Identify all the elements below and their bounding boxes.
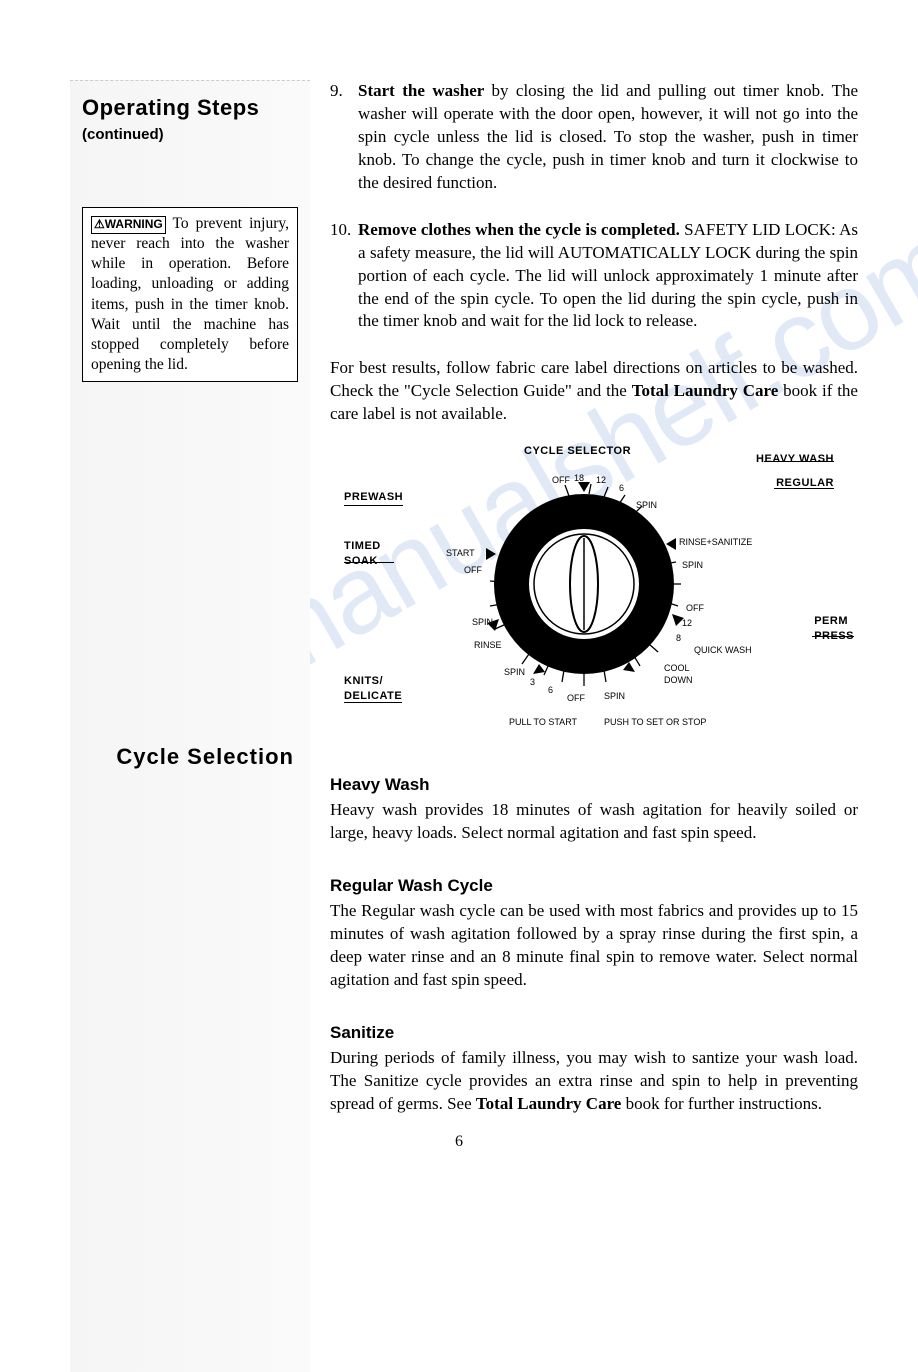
section-heading-heavy: Heavy Wash xyxy=(330,774,858,797)
step-number: 9. xyxy=(330,80,358,195)
dial-spin: SPIN xyxy=(504,666,525,678)
step-number: 10. xyxy=(330,219,358,334)
dial-3: 3 xyxy=(530,676,535,688)
dial-18: 18 xyxy=(574,472,584,484)
dial-6: 6 xyxy=(619,482,624,494)
dial-underline xyxy=(812,636,854,637)
step-9: 9. Start the washer by closing the lid a… xyxy=(330,80,858,195)
dial-12: 12 xyxy=(596,474,606,486)
dial-spin: SPIN xyxy=(472,616,493,628)
section-heading-sanitize: Sanitize xyxy=(330,1022,858,1045)
dial-quick-wash: QUICK WASH xyxy=(694,644,752,656)
step-lead: Start the washer xyxy=(358,81,491,100)
section-body-sanitize: During periods of family illness, you ma… xyxy=(330,1047,858,1116)
dial-spin: SPIN xyxy=(682,559,703,571)
cycle-selection-heading: Cycle Selection xyxy=(82,742,298,772)
dial-pull: PULL TO START xyxy=(509,716,577,728)
warning-label: ⚠WARNING xyxy=(91,216,166,234)
dial-knits: KNITS/DELICATE xyxy=(344,674,402,704)
dial-cool-down: COOLDOWN xyxy=(664,662,693,686)
warning-box: ⚠WARNING To prevent injury, never reach … xyxy=(82,207,298,382)
dial-title: CYCLE SELECTOR xyxy=(524,444,631,459)
warning-text: To prevent injury, never reach into the … xyxy=(91,215,289,373)
note-paragraph: For best results, follow fabric care lab… xyxy=(330,357,858,426)
sidebar-subtitle: (continued) xyxy=(82,125,298,145)
dial-8: 8 xyxy=(676,632,681,644)
step-10: 10. Remove clothes when the cycle is com… xyxy=(330,219,858,334)
dial-spin: SPIN xyxy=(636,499,657,511)
dial-rinse-sanitize: RINSE+SANITIZE xyxy=(679,536,752,548)
step-body: Start the washer by closing the lid and … xyxy=(358,80,858,195)
dial-underline xyxy=(764,461,834,462)
cycle-selector-diagram: CYCLE SELECTOR PREWASH TIMEDSOAK KNITS/D… xyxy=(334,444,854,744)
sanitize-bold: Total Laundry Care xyxy=(476,1094,621,1113)
sidebar: Operating Steps (continued) ⚠WARNING To … xyxy=(70,80,310,1372)
note-bold: Total Laundry Care xyxy=(632,381,779,400)
section-heading-regular: Regular Wash Cycle xyxy=(330,875,858,898)
dial-off: OFF xyxy=(552,474,570,486)
dial-timed-soak: TIMEDSOAK xyxy=(344,539,381,569)
dial-perm: PERMPRESS xyxy=(814,614,854,644)
dial-off: OFF xyxy=(686,602,704,614)
dial-off: OFF xyxy=(567,692,585,704)
dial-prewash: PREWASH xyxy=(344,490,403,506)
step-lead: Remove clothes when the cycle is complet… xyxy=(358,220,684,239)
dial-underline xyxy=(344,562,394,563)
step-body: Remove clothes when the cycle is complet… xyxy=(358,219,858,334)
section-body-heavy: Heavy wash provides 18 minutes of wash a… xyxy=(330,799,858,845)
sanitize-post: book for further instructions. xyxy=(621,1094,822,1113)
dial-start: START xyxy=(446,547,475,559)
sidebar-title: Operating Steps xyxy=(82,93,298,123)
page-content: Operating Steps (continued) ⚠WARNING To … xyxy=(70,80,868,1372)
dial-heavy-wash: HEAVY WASH xyxy=(756,452,834,467)
dial-off: OFF xyxy=(464,564,482,576)
dial-spin: SPIN xyxy=(604,690,625,702)
dial-underline xyxy=(774,488,834,489)
dial-6: 6 xyxy=(548,684,553,696)
dial-rinse: RINSE xyxy=(474,639,502,651)
dial-12: 12 xyxy=(682,617,692,629)
main-content: 9. Start the washer by closing the lid a… xyxy=(330,80,868,1372)
section-body-regular: The Regular wash cycle can be used with … xyxy=(330,900,858,992)
dial-push: PUSH TO SET OR STOP xyxy=(604,716,706,728)
